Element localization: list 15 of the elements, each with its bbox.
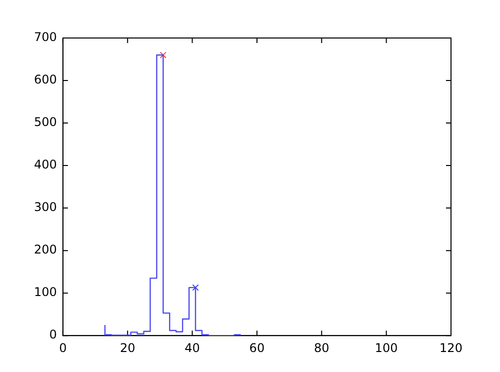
y-tick-label: 700 (34, 30, 57, 44)
x-tick-label: 100 (374, 340, 398, 355)
y-tick-label: 600 (34, 72, 57, 87)
y-tick-label: 100 (34, 285, 57, 300)
y-tick-label: 0 (49, 328, 57, 342)
x-tick-label: 60 (249, 340, 265, 355)
x-tick-label: 40 (184, 340, 200, 355)
x-tick-label: 0 (59, 340, 67, 355)
y-tick-label: 400 (34, 158, 57, 172)
x-tick-label: 120 (440, 340, 462, 355)
x-tick-label: 20 (120, 340, 136, 355)
y-tick-label: 500 (34, 115, 57, 130)
x-tick-label: 80 (314, 340, 330, 355)
y-tick-label: 300 (34, 200, 57, 214)
y-tick-label: 200 (34, 242, 57, 257)
